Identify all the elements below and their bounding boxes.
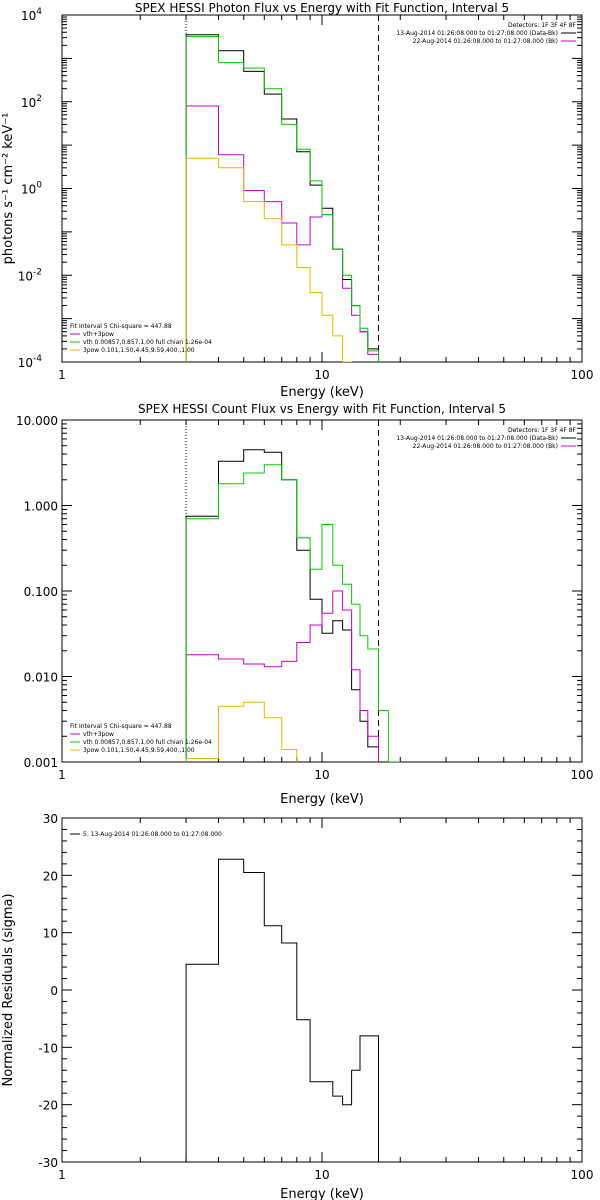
series-line-3	[185, 36, 379, 362]
series-line-2	[185, 590, 379, 762]
legend-entry: vth 0.00857,0.857,1.00 full chian 1.26e-…	[83, 739, 212, 746]
chart-panel-2: 1 10 100 0.001 0.010 0.100 1.000 10.000 SPEX HES…	[16, 402, 593, 807]
series-line-1	[185, 34, 379, 362]
y-tick-label: 20	[43, 869, 58, 883]
legend-entry: vth 0.00857,0.857,1.00 full chian 1.26e-…	[83, 339, 212, 346]
y-tick-label: 0.001	[24, 756, 58, 770]
chart-title: SPEX HESSI Photon Flux vs Energy with Fi…	[135, 1, 509, 15]
chart-title: SPEX HESSI Count Flux vs Energy with Fit…	[138, 402, 506, 416]
legend-entry: vth+3pow	[83, 731, 114, 738]
y-tick-label: 100	[21, 181, 42, 197]
y-tick-label: -10	[38, 1041, 58, 1055]
series-group	[185, 34, 379, 362]
x-tick-label: 10	[314, 1168, 329, 1182]
y-tick-label: 102	[21, 94, 42, 110]
x-axis-label: Energy (keV)	[280, 1187, 364, 1200]
series-group	[185, 858, 379, 1162]
legend-entry: 5. 13-Aug-2014 01:26:08.000 to 01:27:08.…	[83, 831, 222, 838]
x-tick-label: 10	[314, 368, 329, 382]
y-tick-label: 1.000	[24, 500, 58, 514]
chart-panel-3: 1 10 100 -30 -20 -10 0 10 20 30 Energy (keV) Normal…	[1, 812, 593, 1200]
x-tick-label: 1	[58, 1168, 66, 1182]
series-line-1	[185, 858, 379, 1162]
x-tick-label: 100	[571, 368, 594, 382]
legend-header: Fit Interval 5 Chi-square = 447.88	[70, 323, 172, 330]
series-line-3	[185, 464, 401, 762]
legend-header: Fit Interval 5 Chi-square = 447.88	[70, 723, 172, 730]
y-axis-label: photons s⁻¹ cm⁻² keV⁻¹	[1, 113, 16, 265]
series-line-1	[185, 449, 379, 762]
y-tick-label: 10.000	[16, 414, 58, 428]
series-line-4	[185, 701, 298, 762]
legend-header: Detectors: 1F 3F 4F 8F	[508, 427, 577, 434]
y-tick-label: -20	[38, 1099, 58, 1113]
y-axis-label: Normalized Residuals (sigma)	[1, 893, 16, 1086]
y-tick-label: 0.010	[24, 671, 58, 685]
legend-entry: 13-Aug-2014 01:26:08.000 to 01:27:08.000…	[396, 30, 558, 37]
series-line-2	[185, 105, 379, 362]
x-axis-label: Energy (keV)	[280, 792, 364, 807]
y-tick-label: 30	[43, 812, 58, 826]
legend-header: Detectors: 1F 3F 4F 8F	[508, 22, 577, 29]
y-tick-label: -30	[38, 1156, 58, 1170]
plot-frame	[61, 817, 583, 1163]
y-tick-label: 10	[43, 927, 58, 941]
series-group	[185, 449, 401, 762]
y-tick-label: 0	[50, 984, 58, 998]
series-line-4	[185, 157, 353, 362]
x-tick-label: 1	[58, 768, 66, 782]
legend-entry: 13-Aug-2014 01:26:08.000 to 01:27:08.000…	[396, 435, 558, 442]
legend-entry: 22-Aug-2014 01:26:08.000 to 01:27:08.000…	[413, 38, 558, 45]
y-tick-label: 10-2	[18, 267, 42, 283]
chart-panel-1: 1 10 100 10-4 10-2 100 102 104 SPEX HESSI Photon…	[1, 1, 593, 400]
x-tick-label: 100	[571, 1168, 594, 1182]
legend-entry: 3pow 0.101,1.50,4.45,9.59,400.,1.00	[83, 747, 195, 754]
y-tick-label: 10-4	[18, 354, 43, 370]
legend-entry: 3pow 0.101,1.50,4.45,9.59,400.,1.00	[83, 347, 195, 354]
x-tick-label: 100	[571, 768, 594, 782]
x-tick-label: 1	[58, 368, 66, 382]
legend-entry: vth+3pow	[83, 331, 114, 338]
x-axis-label: Energy (keV)	[280, 385, 364, 400]
y-tick-label: 0.100	[24, 585, 58, 599]
x-tick-label: 10	[314, 768, 329, 782]
plot-frame	[61, 419, 583, 763]
y-tick-label: 104	[21, 7, 42, 23]
legend-entry: 22-Aug-2014 01:26:08.000 to 01:27:08.000…	[413, 443, 558, 450]
